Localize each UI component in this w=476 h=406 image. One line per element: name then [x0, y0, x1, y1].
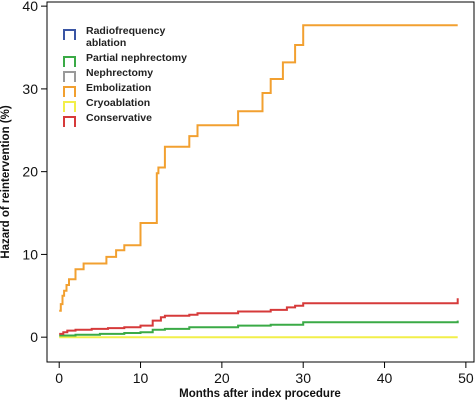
- legend-label: ablation: [86, 37, 126, 49]
- legend-swatch: [63, 29, 76, 40]
- legend-label: Cryoablation: [86, 97, 150, 109]
- x-tick-label: 30: [295, 370, 311, 386]
- y-tick-label: 20: [22, 164, 38, 180]
- series-line-conservative: [59, 298, 459, 335]
- series-line-partial-nephrectomy: [59, 320, 459, 337]
- x-tick-label: 0: [55, 370, 63, 386]
- y-axis-title: Hazard of reintervention (%): [0, 105, 12, 259]
- legend-swatch: [63, 116, 76, 127]
- y-tick-label: 10: [22, 246, 38, 262]
- legend-label: Embolization: [86, 82, 151, 94]
- series-line-embolization: [59, 24, 458, 312]
- x-tick-label: 10: [133, 370, 149, 386]
- legend-swatch: [63, 101, 76, 112]
- legend-label: Conservative: [86, 112, 152, 124]
- y-tick-label: 0: [30, 329, 38, 345]
- x-tick-label: 20: [214, 370, 230, 386]
- legend-label: Radiofrequency: [86, 25, 166, 37]
- legend-swatch: [63, 86, 76, 97]
- x-axis-title: Months after index procedure: [179, 388, 341, 400]
- axes: 0 10 20 30 40 50 0 10 20 30 40: [22, 0, 473, 386]
- legend-swatch: [63, 56, 76, 67]
- y-tick-label: 40: [22, 0, 38, 14]
- legend-swatch: [63, 71, 76, 82]
- x-tick-label: 40: [377, 370, 393, 386]
- plot-frame: [46, 1, 475, 363]
- legend-label: Partial nephrectomy: [86, 52, 187, 64]
- legend-label: Nephrectomy: [86, 67, 153, 79]
- plot-area: [59, 24, 459, 339]
- x-tick-label: 50: [458, 370, 474, 386]
- y-tick-label: 30: [22, 81, 38, 97]
